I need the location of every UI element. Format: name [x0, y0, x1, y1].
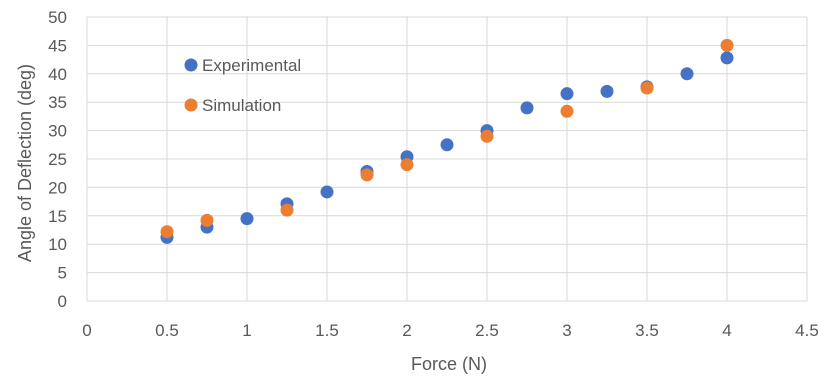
y-tick-label: 25	[48, 150, 67, 169]
x-axis-title: Force (N)	[411, 354, 487, 374]
data-point-simulation	[480, 129, 494, 143]
x-tick-label: 2.5	[475, 321, 499, 340]
data-point-simulation	[640, 81, 654, 95]
data-point-simulation	[400, 158, 414, 172]
data-point-simulation	[160, 225, 174, 239]
legend-label-simulation: Simulation	[202, 96, 281, 115]
data-point-experimental	[680, 67, 694, 81]
y-tick-label: 10	[48, 235, 67, 254]
data-point-simulation	[720, 38, 734, 52]
data-point-simulation	[360, 168, 374, 182]
y-tick-label: 5	[58, 264, 67, 283]
y-tick-label: 35	[48, 93, 67, 112]
data-point-experimental	[720, 51, 734, 65]
data-point-experimental	[600, 84, 614, 98]
x-tick-label: 4	[722, 321, 731, 340]
y-tick-label: 0	[58, 292, 67, 311]
x-tick-label: 4.5	[795, 321, 819, 340]
grid-lines	[86, 16, 808, 302]
y-tick-label: 40	[48, 65, 67, 84]
data-points	[160, 38, 734, 244]
legend: Experimental Simulation	[184, 56, 301, 115]
y-axis-title: Angle of Deflection (deg)	[15, 64, 35, 262]
x-tick-label: 3.5	[635, 321, 659, 340]
x-tick-label: 3	[562, 321, 571, 340]
x-tick-label: 1	[242, 321, 251, 340]
x-tick-label: 0.5	[155, 321, 179, 340]
y-tick-label: 20	[48, 178, 67, 197]
y-tick-label: 45	[48, 36, 67, 55]
legend-label-experimental: Experimental	[202, 56, 301, 75]
data-point-experimental	[240, 212, 254, 226]
data-point-simulation	[200, 213, 214, 227]
legend-marker-simulation	[184, 98, 198, 112]
y-tick-label: 30	[48, 122, 67, 141]
data-point-experimental	[320, 185, 334, 199]
y-axis-tick-labels: 0 5 10 15 20 25 30 35 40 45 50	[48, 8, 67, 311]
data-point-simulation	[280, 203, 294, 217]
x-tick-label: 2	[402, 321, 411, 340]
data-point-simulation	[560, 104, 574, 118]
data-point-experimental	[440, 138, 454, 152]
y-tick-label: 15	[48, 207, 67, 226]
data-point-experimental	[560, 87, 574, 101]
x-tick-label: 0	[82, 321, 91, 340]
legend-marker-experimental	[184, 58, 198, 72]
x-axis-tick-labels: 0 0.5 1 1.5 2 2.5 3 3.5 4 4.5	[82, 321, 819, 340]
y-tick-label: 50	[48, 8, 67, 27]
x-tick-label: 1.5	[315, 321, 339, 340]
data-point-experimental	[520, 101, 534, 115]
